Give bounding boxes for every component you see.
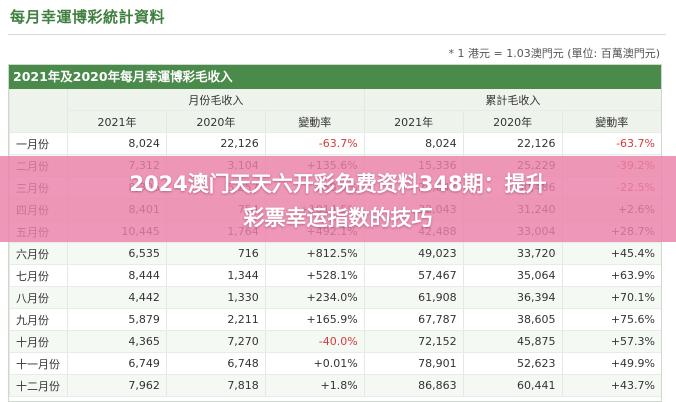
- month-cell: 十二月份: [9, 374, 68, 397]
- monthly-2021-cell: 4,442: [67, 286, 167, 309]
- monthly-2021-cell: 4,365: [67, 330, 167, 353]
- monthly-2021-cell: 6,535: [67, 242, 167, 265]
- cumulative-2021-cell: 78,901: [363, 352, 464, 375]
- monthly-2020-cell: 716: [165, 242, 266, 265]
- monthly-change-cell: +812.5%: [264, 242, 365, 265]
- table-row: 十一月份 6,749 6,748 +0.01% 78,901 52,623 +49.9%: [9, 352, 661, 375]
- month-cell: 八月份: [9, 286, 68, 309]
- sub-header-change: 變動率: [264, 110, 365, 133]
- month-cell: 一月份: [9, 132, 68, 155]
- cumulative-2021-cell: 61,908: [363, 286, 464, 309]
- cumulative-change-cell: +63.9%: [561, 264, 661, 287]
- month-cell: 九月份: [9, 308, 68, 331]
- cumulative-change-cell: +75.6%: [561, 308, 661, 331]
- cumulative-2020-cell: 22,126: [462, 132, 563, 155]
- table-row: 九月份 5,879 2,211 +165.9% 67,787 38,605 +75.6%: [9, 308, 661, 331]
- monthly-change-cell: -40.0%: [264, 330, 365, 353]
- cumulative-2020-cell: 35,064: [462, 264, 563, 287]
- monthly-2020-cell: 7,818: [165, 374, 266, 397]
- monthly-revenue-header: 月份毛收入: [67, 89, 365, 111]
- monthly-change-cell: +1.8%: [264, 374, 365, 397]
- month-cell: 十月份: [9, 330, 68, 353]
- sub-header-2021: 2021年: [67, 110, 167, 133]
- cumulative-change-cell: +45.4%: [561, 242, 661, 265]
- cumulative-2020-cell: 45,875: [462, 330, 563, 353]
- cumulative-2021-cell: 86,863: [363, 374, 464, 397]
- cumulative-2020-cell: 60,441: [462, 374, 563, 397]
- monthly-2021-cell: 8,444: [67, 264, 167, 287]
- cumulative-2020-cell: 36,394: [462, 286, 563, 309]
- promo-banner-line-2: 彩票幸运指数的技巧: [243, 206, 433, 230]
- monthly-change-cell: +528.1%: [264, 264, 365, 287]
- cumulative-2020-cell: 33,720: [462, 242, 563, 265]
- monthly-2021-cell: 5,879: [67, 308, 167, 331]
- page-title: 每月幸運博彩統計資料: [10, 8, 166, 26]
- monthly-2020-cell: 7,270: [165, 330, 266, 353]
- cumulative-change-cell: +49.9%: [561, 352, 661, 375]
- monthly-2020-cell: 1,330: [165, 286, 266, 309]
- sub-header-cum-change: 變動率: [561, 110, 661, 133]
- cumulative-2021-cell: 67,787: [363, 308, 464, 331]
- monthly-2021-cell: 8,024: [67, 132, 167, 155]
- month-header-cell: [9, 89, 68, 133]
- month-cell: 七月份: [9, 264, 68, 287]
- monthly-change-cell: +234.0%: [264, 286, 365, 309]
- cumulative-2021-cell: 8,024: [363, 132, 464, 155]
- monthly-2020-cell: 1,344: [165, 264, 266, 287]
- cumulative-revenue-header: 累計毛收入: [363, 89, 661, 111]
- monthly-change-cell: +0.01%: [264, 352, 365, 375]
- currency-note: * 1 港元 = 1.03澳門元 (單位: 百萬澳門元): [448, 47, 660, 60]
- month-cell: 十一月份: [9, 352, 68, 375]
- cumulative-change-cell: +57.3%: [561, 330, 661, 353]
- promo-banner-line-1: 2024澳门天天六开彩免费资料348期：提升: [129, 172, 547, 196]
- monthly-2020-cell: 2,211: [165, 308, 266, 331]
- monthly-change-cell: -63.7%: [264, 132, 365, 155]
- table-row: 一月份 8,024 22,126 -63.7% 8,024 22,126 -63.7%: [9, 132, 661, 155]
- table-title: 2021年及2020年每月幸運博彩毛收入: [9, 65, 661, 89]
- monthly-2020-cell: 22,126: [165, 132, 266, 155]
- monthly-2020-cell: 6,748: [165, 352, 266, 375]
- monthly-2021-cell: 7,962: [67, 374, 167, 397]
- promo-banner: [0, 156, 676, 242]
- cumulative-change-cell: +70.1%: [561, 286, 661, 309]
- cumulative-change-cell: -63.7%: [561, 132, 661, 155]
- sub-header-cum-2021: 2021年: [363, 110, 464, 133]
- cumulative-2021-cell: 72,152: [363, 330, 464, 353]
- table-row: 八月份 4,442 1,330 +234.0% 61,908 36,394 +70.1%: [9, 286, 661, 309]
- sub-header-cum-2020: 2020年: [462, 110, 563, 133]
- monthly-2021-cell: 6,749: [67, 352, 167, 375]
- sub-header-2020: 2020年: [165, 110, 266, 133]
- revenue-table: 月份毛收入 累計毛收入 2021年 2020年 變動率 2021年 2020年 …: [9, 89, 661, 397]
- table-row: 七月份 8,444 1,344 +528.1% 57,467 35,064 +63.9%: [9, 264, 661, 287]
- monthly-change-cell: +165.9%: [264, 308, 365, 331]
- month-cell: 六月份: [9, 242, 68, 265]
- table-row: 十月份 4,365 7,270 -40.0% 72,152 45,875 +57.3%: [9, 330, 661, 353]
- table-row: 十二月份 7,962 7,818 +1.8% 86,863 60,441 +43.7%: [9, 374, 661, 397]
- cumulative-2020-cell: 52,623: [462, 352, 563, 375]
- title-divider: [8, 34, 666, 35]
- cumulative-change-cell: +43.7%: [561, 374, 661, 397]
- cumulative-2021-cell: 49,023: [363, 242, 464, 265]
- cumulative-2020-cell: 38,605: [462, 308, 563, 331]
- table-row: 六月份 6,535 716 +812.5% 49,023 33,720 +45.4%: [9, 242, 661, 265]
- cumulative-2021-cell: 57,467: [363, 264, 464, 287]
